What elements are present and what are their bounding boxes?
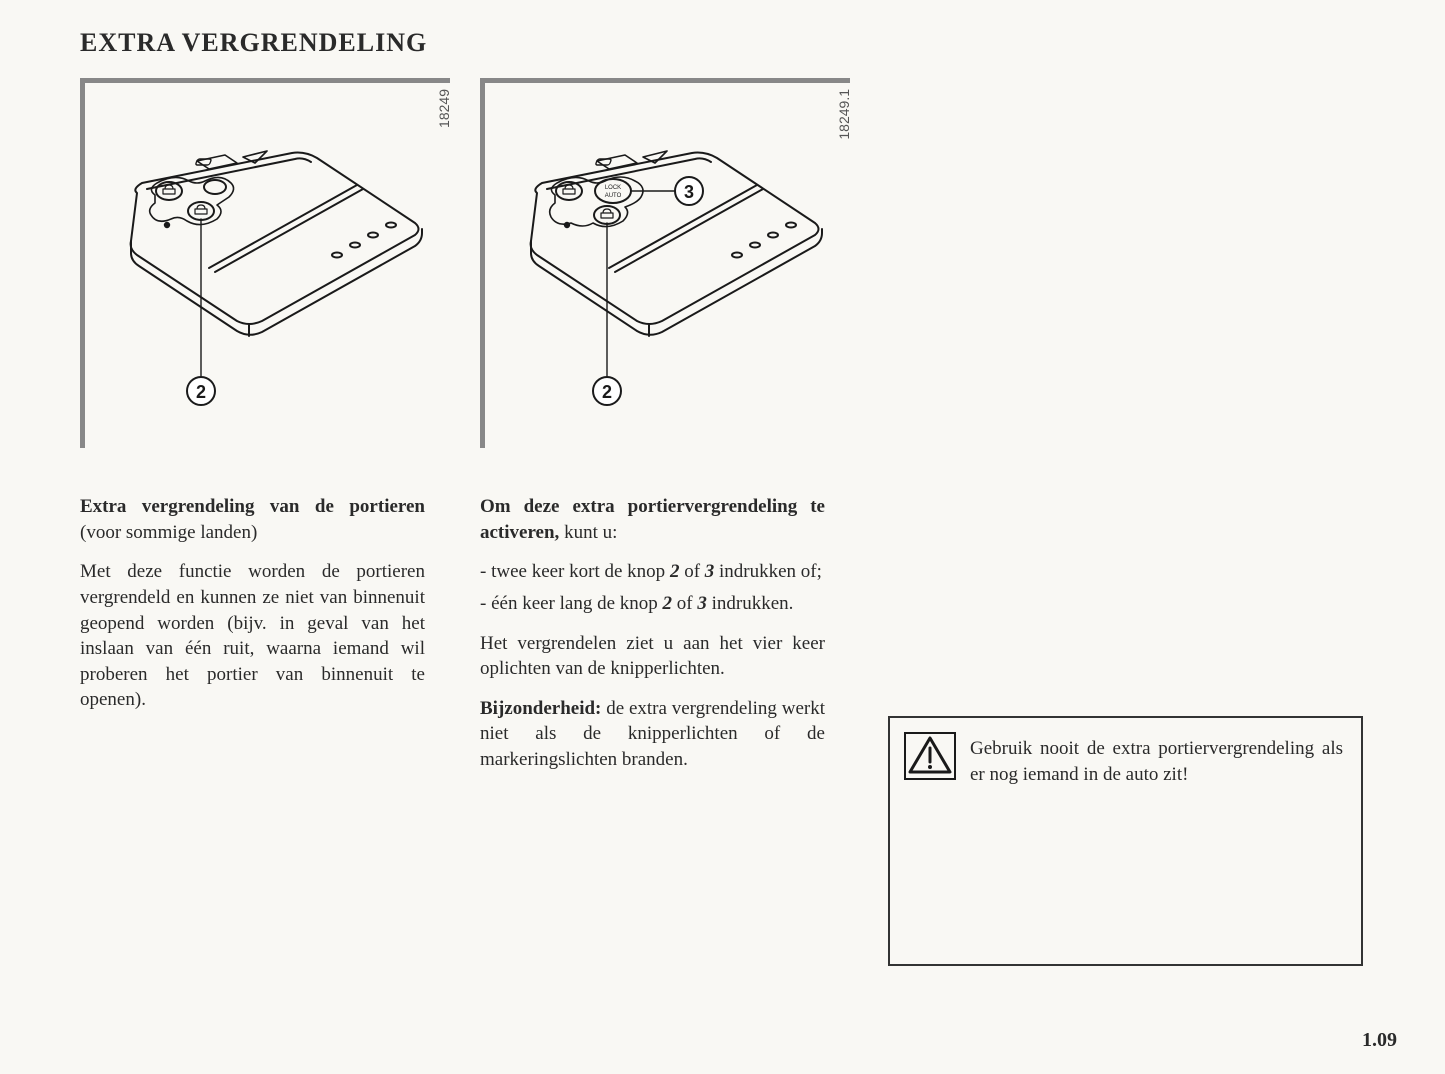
warning-icon — [904, 732, 956, 788]
figure-2-frame: 18249.1 — [480, 78, 850, 448]
col2-p1: Om deze extra portiervergrendeling te ac… — [480, 494, 825, 545]
col2-list: - twee keer kort de knop 2 of 3 indrukke… — [480, 559, 825, 616]
col2-li1-mid: of — [679, 561, 704, 582]
column-1-text: Extra vergrendeling van de portieren (vo… — [80, 494, 425, 713]
col2-p3: Bijzonderheid: de extra vergrendeling we… — [480, 696, 825, 773]
col2-li1-b: indrukken of; — [714, 561, 822, 582]
page-number: 1.09 — [1362, 1029, 1397, 1052]
figure-1-frame: 18249 — [80, 78, 450, 448]
fig2-callout-3: 3 — [684, 182, 694, 202]
warning-text: Gebruik nooit de extra portiervergrendel… — [970, 732, 1343, 787]
col2-p3-bold: Bijzonderheid: — [480, 698, 601, 719]
col1-p2: Met deze functie worden de portieren ver… — [80, 559, 425, 713]
figure-1-id: 18249 — [436, 89, 452, 128]
fig2-badge-top: LOCK — [605, 185, 621, 191]
col2-li2-b: indrukken. — [707, 593, 794, 614]
figure-2-id: 18249.1 — [836, 89, 852, 140]
col2-li2-n1: 2 — [663, 593, 673, 614]
col2-p1-bold: Om deze extra portiervergrendeling te ac… — [480, 496, 825, 543]
col2-li2: - één keer lang de knop 2 of 3 indrukken… — [480, 591, 825, 617]
fig2-callout-2: 2 — [602, 382, 612, 402]
column-1: 18249 — [80, 78, 470, 727]
col1-p1: Extra vergrendeling van de portieren (vo… — [80, 494, 425, 545]
col2-li1-n2: 3 — [705, 561, 715, 582]
col2-li2-mid: of — [672, 593, 697, 614]
fig1-callout-2: 2 — [196, 382, 206, 402]
column-2-text: Om deze extra portiervergrendeling te ac… — [480, 494, 825, 773]
fig2-badge-bottom: AUTO — [605, 193, 622, 199]
col2-li2-n2: 3 — [697, 593, 707, 614]
warning-box: Gebruik nooit de extra portiervergrendel… — [888, 716, 1363, 966]
keycard-2-illustration: LOCK AUTO 2 3 — [497, 133, 837, 433]
page-title: EXTRA VERGRENDELING — [80, 28, 427, 58]
column-2: 18249.1 — [480, 78, 870, 787]
col2-p2: Het vergrendelen ziet u aan het vier kee… — [480, 631, 825, 682]
col2-li1-n1: 2 — [670, 561, 680, 582]
col1-p1-bold: Extra vergrendeling van de portieren — [80, 496, 425, 517]
col2-li2-a: - één keer lang de knop — [480, 593, 663, 614]
col2-p1-rest: kunt u: — [559, 522, 617, 543]
col2-li1-a: - twee keer kort de knop — [480, 561, 670, 582]
col1-p1-rest: (voor sommige landen) — [80, 522, 257, 543]
keycard-1-illustration: 2 — [97, 133, 437, 433]
col2-li1: - twee keer kort de knop 2 of 3 indrukke… — [480, 559, 825, 585]
